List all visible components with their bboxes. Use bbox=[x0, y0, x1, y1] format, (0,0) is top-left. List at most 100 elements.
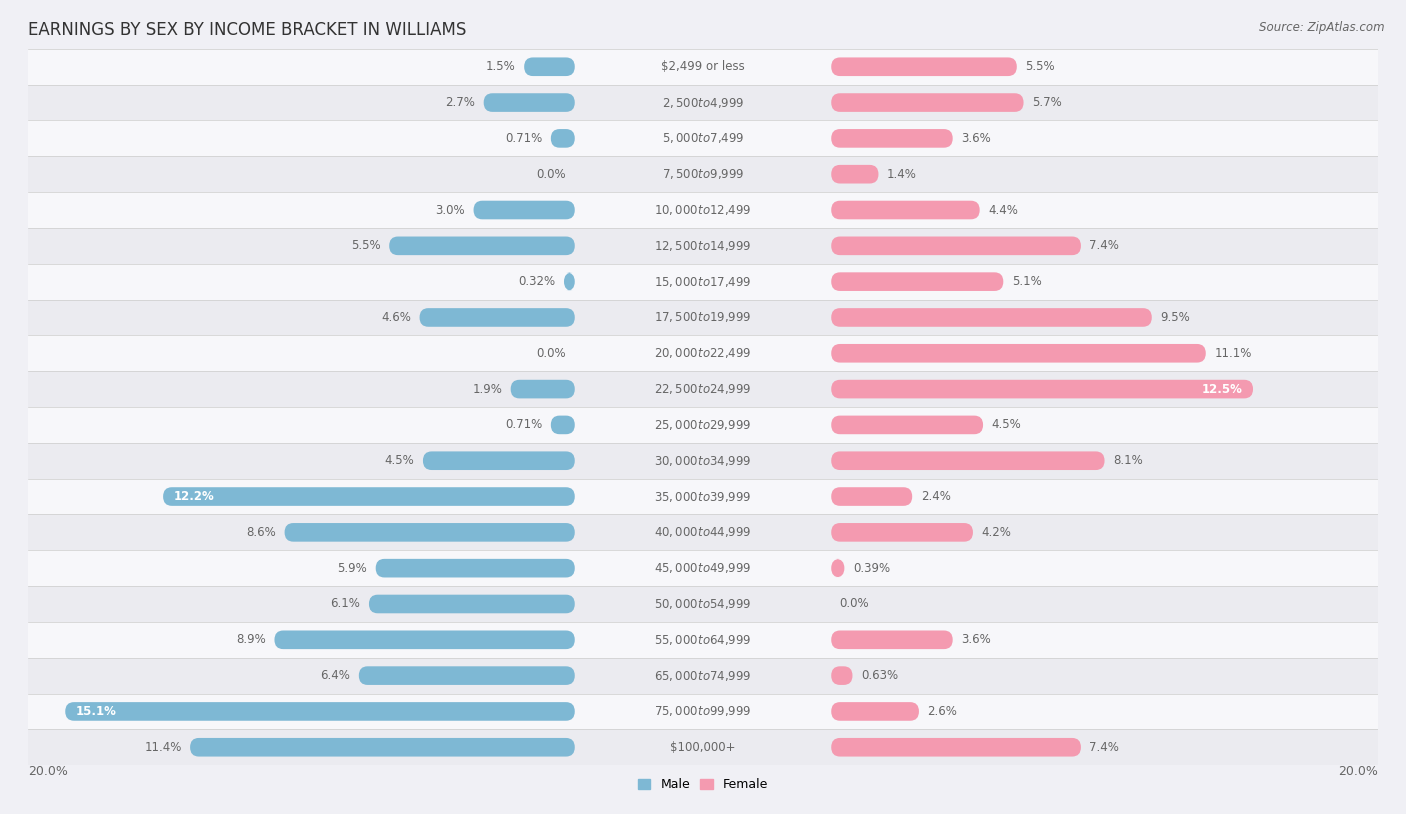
FancyBboxPatch shape bbox=[284, 523, 575, 541]
Text: 2.4%: 2.4% bbox=[921, 490, 950, 503]
Text: 3.6%: 3.6% bbox=[962, 633, 991, 646]
Text: 9.5%: 9.5% bbox=[1160, 311, 1189, 324]
Bar bbox=[28, 49, 1378, 85]
FancyBboxPatch shape bbox=[423, 452, 575, 470]
FancyBboxPatch shape bbox=[831, 667, 852, 685]
Text: 4.5%: 4.5% bbox=[991, 418, 1021, 431]
Bar bbox=[28, 156, 1378, 192]
FancyBboxPatch shape bbox=[163, 488, 575, 505]
Text: $17,500 to $19,999: $17,500 to $19,999 bbox=[654, 310, 752, 325]
FancyBboxPatch shape bbox=[419, 309, 575, 326]
Bar bbox=[28, 550, 1378, 586]
Text: $65,000 to $74,999: $65,000 to $74,999 bbox=[654, 668, 752, 683]
Text: 12.5%: 12.5% bbox=[1202, 383, 1243, 396]
FancyBboxPatch shape bbox=[190, 738, 575, 756]
Bar bbox=[28, 443, 1378, 479]
Text: 4.6%: 4.6% bbox=[381, 311, 411, 324]
Text: 11.4%: 11.4% bbox=[145, 741, 181, 754]
Bar bbox=[28, 228, 1378, 264]
FancyBboxPatch shape bbox=[389, 237, 575, 255]
Text: $12,500 to $14,999: $12,500 to $14,999 bbox=[654, 239, 752, 253]
Text: Source: ZipAtlas.com: Source: ZipAtlas.com bbox=[1260, 21, 1385, 34]
Bar bbox=[28, 300, 1378, 335]
Text: $2,499 or less: $2,499 or less bbox=[661, 60, 745, 73]
Text: 2.7%: 2.7% bbox=[446, 96, 475, 109]
Bar bbox=[28, 335, 1378, 371]
Text: 0.0%: 0.0% bbox=[537, 347, 567, 360]
FancyBboxPatch shape bbox=[831, 738, 1081, 756]
Text: 0.39%: 0.39% bbox=[853, 562, 890, 575]
Text: 0.0%: 0.0% bbox=[839, 597, 869, 610]
FancyBboxPatch shape bbox=[524, 58, 575, 76]
Text: $20,000 to $22,499: $20,000 to $22,499 bbox=[654, 346, 752, 361]
Text: 6.1%: 6.1% bbox=[330, 597, 360, 610]
Text: $15,000 to $17,499: $15,000 to $17,499 bbox=[654, 274, 752, 289]
Bar bbox=[28, 514, 1378, 550]
Bar bbox=[28, 264, 1378, 300]
Bar bbox=[28, 371, 1378, 407]
Text: 5.9%: 5.9% bbox=[337, 562, 367, 575]
Text: 0.71%: 0.71% bbox=[505, 418, 543, 431]
Text: 20.0%: 20.0% bbox=[1339, 765, 1378, 778]
Text: 4.2%: 4.2% bbox=[981, 526, 1011, 539]
Text: $50,000 to $54,999: $50,000 to $54,999 bbox=[654, 597, 752, 611]
FancyBboxPatch shape bbox=[368, 595, 575, 613]
Text: 0.63%: 0.63% bbox=[860, 669, 898, 682]
Text: 20.0%: 20.0% bbox=[28, 765, 67, 778]
Text: $25,000 to $29,999: $25,000 to $29,999 bbox=[654, 418, 752, 432]
FancyBboxPatch shape bbox=[551, 416, 575, 434]
FancyBboxPatch shape bbox=[831, 702, 920, 720]
Bar bbox=[28, 479, 1378, 514]
Text: 5.1%: 5.1% bbox=[1012, 275, 1042, 288]
FancyBboxPatch shape bbox=[551, 129, 575, 147]
Bar bbox=[28, 120, 1378, 156]
FancyBboxPatch shape bbox=[375, 559, 575, 577]
FancyBboxPatch shape bbox=[831, 380, 1253, 398]
Text: 4.5%: 4.5% bbox=[385, 454, 415, 467]
FancyBboxPatch shape bbox=[564, 273, 575, 291]
Text: 4.4%: 4.4% bbox=[988, 204, 1018, 217]
FancyBboxPatch shape bbox=[831, 165, 879, 183]
Text: 0.0%: 0.0% bbox=[537, 168, 567, 181]
FancyBboxPatch shape bbox=[474, 201, 575, 219]
Text: $10,000 to $12,499: $10,000 to $12,499 bbox=[654, 203, 752, 217]
FancyBboxPatch shape bbox=[831, 416, 983, 434]
Bar bbox=[28, 586, 1378, 622]
Text: 1.5%: 1.5% bbox=[486, 60, 516, 73]
Text: 8.6%: 8.6% bbox=[246, 526, 276, 539]
FancyBboxPatch shape bbox=[831, 129, 953, 147]
Bar bbox=[28, 694, 1378, 729]
FancyBboxPatch shape bbox=[831, 631, 953, 649]
FancyBboxPatch shape bbox=[831, 201, 980, 219]
Bar bbox=[28, 658, 1378, 694]
Text: $2,500 to $4,999: $2,500 to $4,999 bbox=[662, 95, 744, 110]
Text: 0.32%: 0.32% bbox=[519, 275, 555, 288]
Bar bbox=[28, 729, 1378, 765]
FancyBboxPatch shape bbox=[510, 380, 575, 398]
Bar bbox=[28, 85, 1378, 120]
Bar bbox=[28, 407, 1378, 443]
FancyBboxPatch shape bbox=[65, 702, 575, 720]
FancyBboxPatch shape bbox=[274, 631, 575, 649]
FancyBboxPatch shape bbox=[831, 58, 1017, 76]
Text: 3.0%: 3.0% bbox=[436, 204, 465, 217]
Bar bbox=[28, 622, 1378, 658]
Text: 5.5%: 5.5% bbox=[352, 239, 381, 252]
FancyBboxPatch shape bbox=[359, 667, 575, 685]
Text: 3.6%: 3.6% bbox=[962, 132, 991, 145]
Text: $35,000 to $39,999: $35,000 to $39,999 bbox=[654, 489, 752, 504]
Text: 12.2%: 12.2% bbox=[173, 490, 214, 503]
Text: 5.7%: 5.7% bbox=[1032, 96, 1062, 109]
Text: $7,500 to $9,999: $7,500 to $9,999 bbox=[662, 167, 744, 182]
FancyBboxPatch shape bbox=[831, 344, 1206, 362]
Text: EARNINGS BY SEX BY INCOME BRACKET IN WILLIAMS: EARNINGS BY SEX BY INCOME BRACKET IN WIL… bbox=[28, 21, 467, 39]
Text: 6.4%: 6.4% bbox=[321, 669, 350, 682]
Text: $100,000+: $100,000+ bbox=[671, 741, 735, 754]
Text: 7.4%: 7.4% bbox=[1090, 741, 1119, 754]
Text: 8.9%: 8.9% bbox=[236, 633, 266, 646]
FancyBboxPatch shape bbox=[831, 452, 1105, 470]
Bar bbox=[28, 192, 1378, 228]
Text: $45,000 to $49,999: $45,000 to $49,999 bbox=[654, 561, 752, 575]
Text: $30,000 to $34,999: $30,000 to $34,999 bbox=[654, 453, 752, 468]
FancyBboxPatch shape bbox=[831, 523, 973, 541]
